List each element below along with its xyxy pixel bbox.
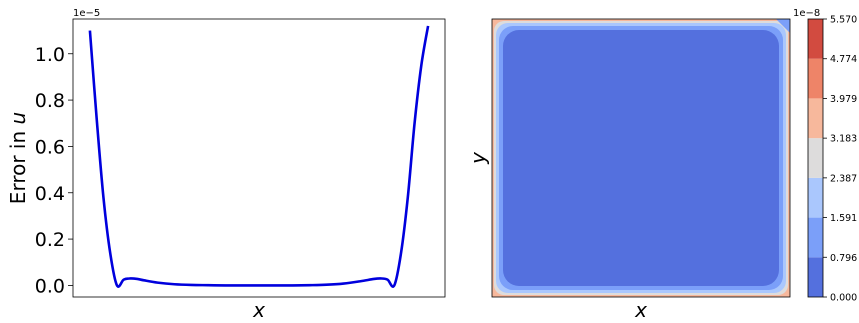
colorbar-segment — [808, 217, 823, 258]
error-line-chart: 0.0 0.2 0.4 0.6 0.8 1.0 1e−5 x Error in u — [6, 8, 446, 322]
colorbar-tick-label: 1.591 — [830, 213, 857, 224]
colorbar-segment — [808, 177, 823, 218]
colorbar-tick-label: 3.183 — [830, 134, 857, 145]
colorbar-segment — [808, 98, 823, 139]
right-x-axis-label: x — [634, 298, 647, 322]
right-y-axis-label: y — [466, 151, 490, 165]
left-y-axis-label: Error in u — [6, 112, 30, 204]
right-axes-frame — [491, 18, 791, 298]
left-y-tick-label: 0.8 — [35, 90, 65, 112]
colorbar-segment — [808, 19, 823, 59]
left-y-ticks: 0.0 0.2 0.4 0.6 0.8 1.0 — [35, 44, 73, 297]
left-y-tick-label: 0.6 — [35, 136, 65, 158]
colorbar-tick-label: 0.796 — [830, 253, 857, 264]
colorbar-frame — [807, 18, 824, 298]
left-x-axis-label: x — [252, 298, 265, 322]
colorbar-segment — [808, 138, 823, 178]
contour-band — [503, 30, 779, 286]
error-series-line — [88, 25, 430, 288]
colorbar-segment — [808, 58, 823, 99]
error-contour-plot: x y 0.000 0.796 1.591 2.387 3.183 3.979 4.774 5… — [466, 8, 857, 322]
colorbar-tick-label: 2.387 — [830, 173, 857, 184]
colorbar: 0.000 0.796 1.591 2.387 3.183 3.979 4.774 5.570 — [807, 15, 857, 304]
colorbar-tick-label: 3.979 — [830, 94, 857, 105]
colorbar-segment — [808, 257, 823, 297]
colorbar-tick-label: 4.774 — [830, 54, 857, 65]
colorbar-tick-label: 5.570 — [830, 15, 857, 26]
contour-corner — [776, 19, 790, 33]
left-offset-label: 1e−5 — [73, 8, 100, 19]
left-y-tick-label: 0.0 — [35, 275, 65, 297]
colorbar-tick-label: 0.000 — [830, 293, 857, 304]
left-axes-frame — [72, 18, 446, 298]
left-y-tick-label: 1.0 — [35, 44, 65, 66]
colorbar-offset-label: 1e−8 — [793, 8, 820, 19]
contour-bands — [492, 19, 790, 297]
left-y-tick-label: 0.4 — [35, 183, 65, 205]
left-y-tick-label: 0.2 — [35, 229, 65, 251]
